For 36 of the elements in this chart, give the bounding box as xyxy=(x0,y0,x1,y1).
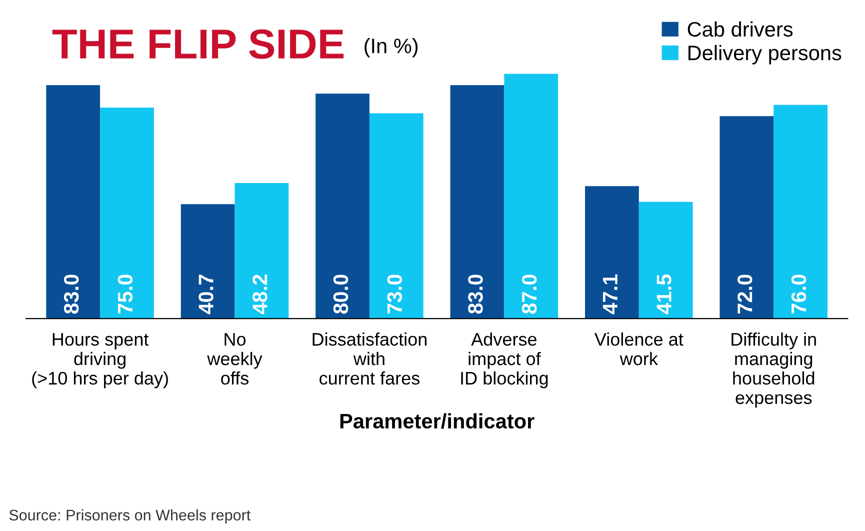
data-label: 48.2 xyxy=(252,274,268,314)
bar xyxy=(100,108,154,319)
data-label: 72.0 xyxy=(738,274,752,314)
data-label: 76.0 xyxy=(791,274,806,314)
bar xyxy=(585,186,639,319)
data-label: 87.0 xyxy=(522,274,537,314)
chart-subtitle: (In %) xyxy=(364,38,418,58)
data-label: 40.7 xyxy=(198,274,214,314)
bar xyxy=(316,94,370,319)
data-label: 83.0 xyxy=(64,274,79,314)
legend-label: Cab drivers xyxy=(688,21,793,37)
bar xyxy=(180,204,235,319)
bar xyxy=(774,104,828,319)
x-tick-label: Dissatisfaction with current fares xyxy=(312,332,426,385)
data-label: 83.0 xyxy=(468,274,483,314)
data-label: 80.0 xyxy=(333,274,348,314)
x-tick-label: Violence at work xyxy=(594,332,684,366)
x-tick-label: Adverse impact of ID blocking xyxy=(461,332,548,388)
x-tick-label: Hours spent driving (>10 hrs per day) xyxy=(32,333,168,388)
bar xyxy=(638,202,693,319)
x-tick-label: Difficulty in managing household expenses xyxy=(732,332,816,408)
bar xyxy=(720,116,774,319)
x-axis-title: Parameter/indicator xyxy=(340,413,534,429)
legend-label: Delivery persons xyxy=(688,44,842,64)
bar xyxy=(369,113,424,319)
x-tick-label: No weekly offs xyxy=(207,333,262,385)
bar xyxy=(450,85,504,319)
chart-title: THE FLIP SIDE xyxy=(52,29,344,59)
bar xyxy=(504,74,558,319)
source-note: Source: Prisoners on Wheels report xyxy=(9,509,251,524)
bar xyxy=(46,85,100,319)
bar xyxy=(234,183,289,319)
data-label: 41.5 xyxy=(656,274,672,314)
data-label: 47.1 xyxy=(603,274,618,314)
data-label: 75.0 xyxy=(118,274,133,314)
data-label: 73.0 xyxy=(387,274,402,314)
